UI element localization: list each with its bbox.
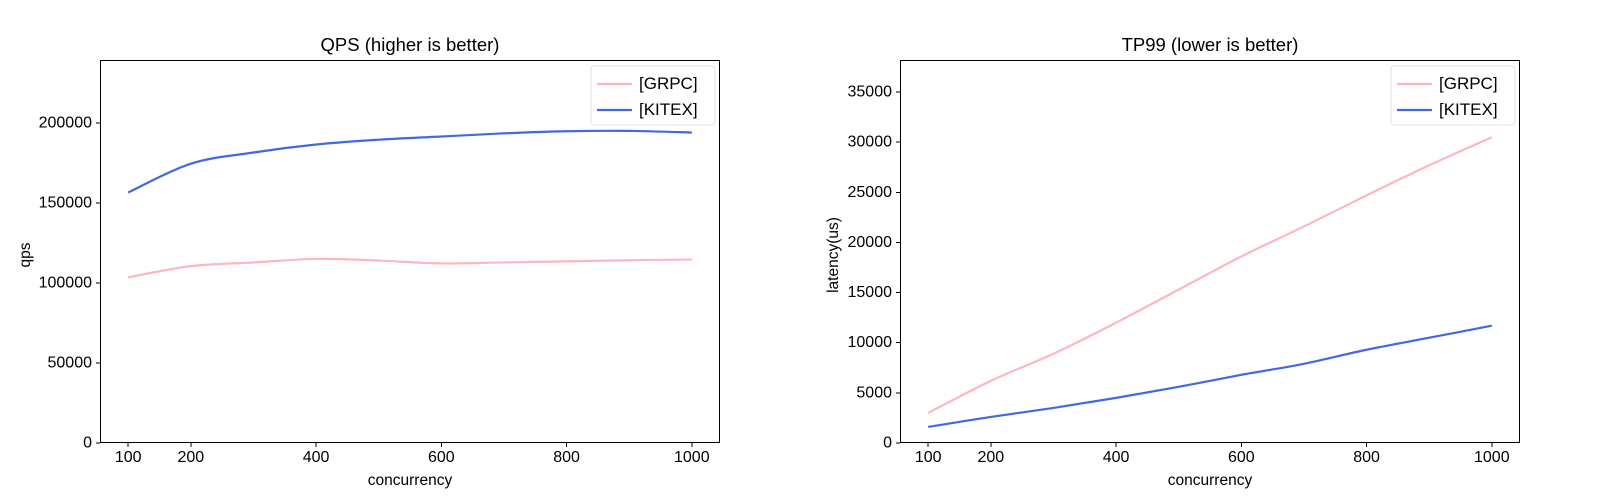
svg-text:15000: 15000 [848,284,893,301]
svg-text:TP99 (lower is better): TP99 (lower is better) [1122,34,1299,55]
svg-text:100: 100 [915,449,942,466]
svg-text:100000: 100000 [39,275,92,292]
svg-text:200: 200 [177,449,204,466]
svg-text:25000: 25000 [848,184,893,201]
svg-text:800: 800 [553,449,580,466]
svg-text:[GRPC]: [GRPC] [639,74,698,93]
svg-text:400: 400 [1103,449,1130,466]
svg-text:1000: 1000 [674,449,710,466]
svg-text:[GRPC]: [GRPC] [1439,74,1498,93]
svg-text:qps: qps [17,242,34,267]
svg-text:20000: 20000 [848,234,893,251]
svg-text:35000: 35000 [848,84,893,101]
svg-text:600: 600 [1228,449,1255,466]
svg-text:150000: 150000 [39,195,92,212]
svg-text:0: 0 [83,435,92,452]
svg-text:latency(us): latency(us) [825,217,842,293]
svg-text:concurrency: concurrency [368,472,453,489]
svg-text:200000: 200000 [39,115,92,132]
svg-text:400: 400 [303,449,330,466]
svg-text:[KITEX]: [KITEX] [1439,100,1498,119]
svg-text:1000: 1000 [1474,449,1510,466]
svg-text:100: 100 [115,449,142,466]
svg-text:5000: 5000 [856,384,892,401]
svg-text:concurrency: concurrency [1168,472,1253,489]
svg-text:200: 200 [977,449,1004,466]
svg-text:600: 600 [428,449,455,466]
svg-text:800: 800 [1353,449,1380,466]
svg-text:30000: 30000 [848,134,893,151]
svg-text:QPS (higher is better): QPS (higher is better) [321,34,500,55]
svg-text:0: 0 [883,435,892,452]
svg-text:10000: 10000 [848,334,893,351]
svg-text:[KITEX]: [KITEX] [639,100,698,119]
svg-text:50000: 50000 [48,355,93,372]
